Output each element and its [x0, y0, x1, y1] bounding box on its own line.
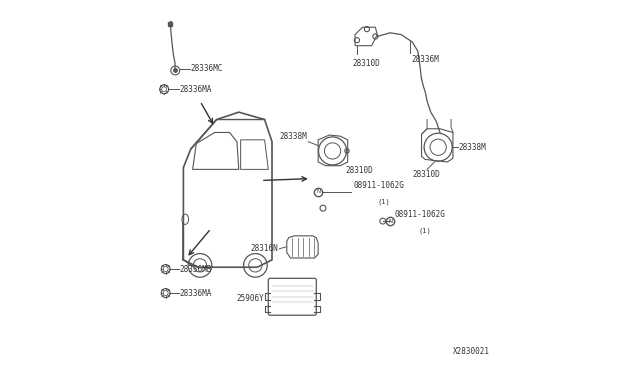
Text: 28316N: 28316N	[251, 244, 278, 253]
Text: 28338M: 28338M	[280, 132, 307, 141]
Text: 28338M: 28338M	[458, 143, 486, 152]
Text: 28336MB: 28336MB	[180, 264, 212, 273]
Text: (1): (1)	[419, 228, 432, 234]
Text: 28336MA: 28336MA	[180, 289, 212, 298]
Text: 28336MC: 28336MC	[191, 64, 223, 73]
Text: 28310D: 28310D	[412, 170, 440, 179]
Text: 28336MA: 28336MA	[180, 85, 212, 94]
Text: 08911-1062G: 08911-1062G	[395, 210, 446, 219]
Text: 25906Y: 25906Y	[237, 294, 264, 303]
Text: N: N	[388, 219, 392, 224]
Text: 28336M: 28336M	[412, 55, 439, 64]
Text: 28310D: 28310D	[353, 59, 380, 68]
Text: 08911-1062G: 08911-1062G	[353, 181, 404, 190]
Text: 28310D: 28310D	[346, 166, 374, 176]
Text: N: N	[316, 189, 320, 194]
Text: (1): (1)	[377, 198, 390, 205]
Text: X2830021: X2830021	[453, 347, 490, 356]
